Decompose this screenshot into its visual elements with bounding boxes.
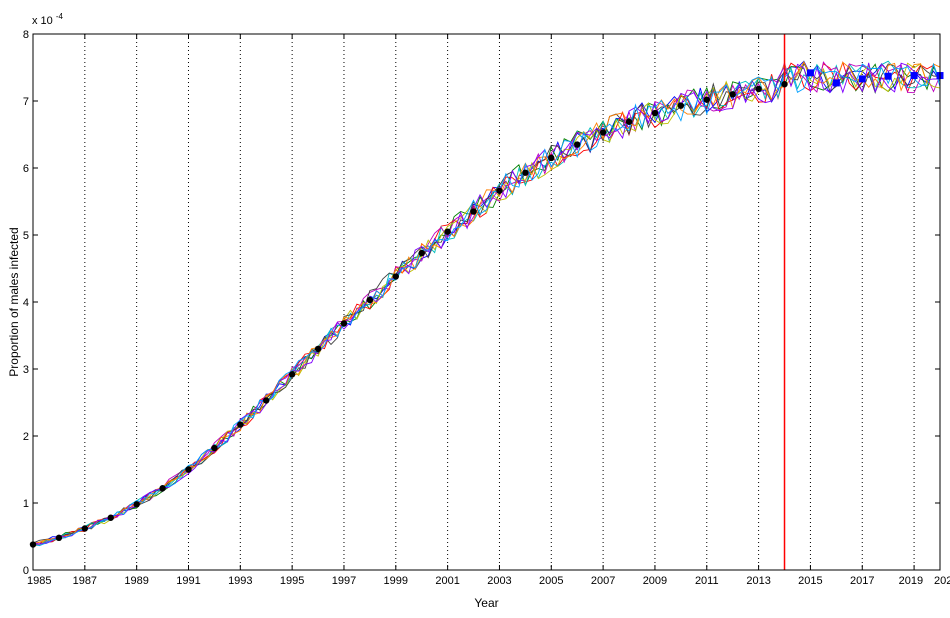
observed-point-2000 xyxy=(418,249,425,257)
observed-point-2007 xyxy=(599,129,607,136)
x-tick-label-1987: 1987 xyxy=(73,575,97,587)
observed-point-2005 xyxy=(548,154,555,162)
observed-point-2002 xyxy=(470,208,477,215)
simulation-line-9 xyxy=(32,62,941,545)
observed-point-2001 xyxy=(444,228,451,235)
observed-point-1998 xyxy=(366,296,374,304)
y-tick-label-4: 4 xyxy=(23,297,29,309)
observed-point-2008 xyxy=(625,118,633,125)
x-tick-label-1985: 1985 xyxy=(27,575,51,587)
projection-point-2016 xyxy=(832,79,840,87)
simulation-line-4 xyxy=(32,60,941,546)
x-tick-label-2009: 2009 xyxy=(643,575,667,587)
x-tick-label-2005: 2005 xyxy=(539,575,563,587)
simulation-line-10 xyxy=(32,62,941,547)
projection-point-2019 xyxy=(910,72,918,80)
observed-point-2009 xyxy=(651,109,659,117)
observed-point-1995 xyxy=(288,371,296,378)
x-tick-label-1991: 1991 xyxy=(176,575,200,587)
observed-points xyxy=(29,81,788,548)
y-tick-label-2: 2 xyxy=(23,431,29,443)
observed-point-1993 xyxy=(237,421,244,428)
x-tick-label-1999: 1999 xyxy=(384,575,408,587)
observed-point-1996 xyxy=(314,345,322,353)
y-tick-label-5: 5 xyxy=(23,230,29,242)
y-tick-label-0: 0 xyxy=(23,565,29,577)
axes: 1985 1987 1989 1991 1993 1995 1997 1999 2001 2003… xyxy=(23,29,950,587)
x-tick-label-1997: 1997 xyxy=(332,575,356,587)
observed-point-1997 xyxy=(340,320,348,327)
observed-point-1986 xyxy=(55,534,63,542)
observed-point-1991 xyxy=(185,466,192,473)
x-tick-label-2013: 2013 xyxy=(746,575,770,587)
simulation-line-6 xyxy=(32,60,941,547)
x-tick-label-2007: 2007 xyxy=(591,575,615,587)
y-exponent-power: -4 xyxy=(56,12,64,21)
y-tick-label-7: 7 xyxy=(23,96,29,108)
observed-point-1989 xyxy=(133,501,140,508)
simulation-lines xyxy=(32,60,941,547)
observed-point-2006 xyxy=(574,141,581,148)
x-tick-label-2011: 2011 xyxy=(695,575,719,587)
x-tick-label-1995: 1995 xyxy=(280,575,304,587)
observed-point-2003 xyxy=(496,187,503,194)
observed-point-1992 xyxy=(211,444,218,452)
x-tick-label-1989: 1989 xyxy=(124,575,148,587)
y-tick-label-1: 1 xyxy=(23,498,29,510)
observed-point-1987 xyxy=(81,525,89,532)
x-axis-label: Year xyxy=(474,596,498,610)
y-axis-label: Proportion of males infected xyxy=(7,227,21,376)
y-axis-exponent: x 10 -4 xyxy=(32,12,64,27)
grid-lines xyxy=(84,34,915,570)
observed-point-2004 xyxy=(522,169,529,176)
x-tick-label-2003: 2003 xyxy=(487,575,511,587)
observed-point-1988 xyxy=(107,514,114,521)
projection-point-2015 xyxy=(806,69,814,77)
projection-point-2017 xyxy=(858,75,866,83)
x-tick-label-1993: 1993 xyxy=(228,575,252,587)
simulation-line-8 xyxy=(32,61,941,546)
observed-point-2011 xyxy=(703,96,710,103)
y-tick-label-6: 6 xyxy=(23,163,29,175)
observed-point-1999 xyxy=(392,273,399,280)
y-exponent-base: x 10 xyxy=(32,15,53,27)
projection-point-2018 xyxy=(884,72,892,80)
x-tick-label-2017: 2017 xyxy=(850,575,874,587)
y-tick-label-8: 8 xyxy=(23,29,29,41)
observed-point-1994 xyxy=(263,397,270,404)
observed-point-2010 xyxy=(677,102,685,109)
y-tick-label-3: 3 xyxy=(23,364,29,376)
observed-point-2013 xyxy=(755,85,762,93)
observed-point-2014 xyxy=(781,81,788,88)
observed-point-1990 xyxy=(159,485,166,492)
x-tick-label-2015: 2015 xyxy=(798,575,822,587)
observed-point-2012 xyxy=(729,91,736,98)
x-tick-label-2019: 2019 xyxy=(899,575,923,587)
x-tick-label-2001: 2001 xyxy=(435,575,459,587)
